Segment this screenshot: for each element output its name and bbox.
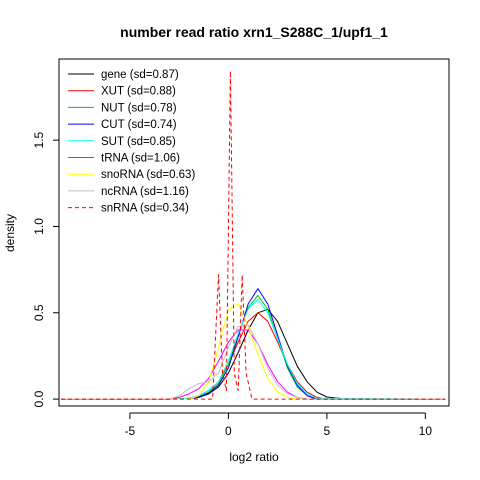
series-line-3	[61, 288, 446, 400]
legend-label: gene (sd=0.87)	[101, 69, 179, 81]
legend: gene (sd=0.87) XUT (sd=0.88) NUT (sd=0.78)…	[68, 69, 195, 215]
series-line-1	[61, 312, 446, 400]
x-axis: -5 0 5 10	[125, 412, 433, 438]
x-tick-label: 10	[419, 424, 433, 438]
x-tick-label: 0	[225, 424, 232, 438]
y-tick-label: 1.5	[32, 131, 46, 148]
legend-label: snRNA (sd=0.34)	[101, 203, 189, 215]
series-line-4	[61, 298, 446, 400]
legend-label: XUT (sd=0.88)	[101, 86, 176, 98]
series-line-5	[61, 329, 446, 400]
x-tick-label: -5	[125, 424, 136, 438]
series-line-7	[61, 324, 446, 400]
legend-label: ncRNA (sd=1.16)	[101, 186, 189, 198]
y-tick-label: 1.0	[32, 218, 46, 235]
y-tick-label: 0.5	[32, 304, 46, 321]
legend-label: NUT (sd=0.78)	[101, 102, 177, 114]
series-line-0	[61, 308, 446, 400]
legend-label: snoRNA (sd=0.63)	[101, 169, 195, 181]
y-tick-label: 0.0	[32, 390, 46, 407]
series-line-8	[61, 70, 446, 400]
chart-title: number read ratio xrn1_S288C_1/upf1_1	[120, 24, 388, 40]
legend-label: CUT (sd=0.74)	[101, 119, 177, 131]
series-layer	[61, 70, 446, 400]
y-axis: 0.0 0.5 1.0 1.5	[32, 131, 60, 407]
x-tick-label: 5	[324, 424, 331, 438]
legend-label: SUT (sd=0.85)	[101, 136, 176, 148]
x-axis-label: log2 ratio	[229, 450, 279, 464]
y-axis-label: density	[3, 214, 17, 252]
legend-label: tRNA (sd=1.06)	[101, 153, 180, 165]
series-line-2	[61, 295, 446, 400]
series-line-6	[61, 303, 446, 400]
